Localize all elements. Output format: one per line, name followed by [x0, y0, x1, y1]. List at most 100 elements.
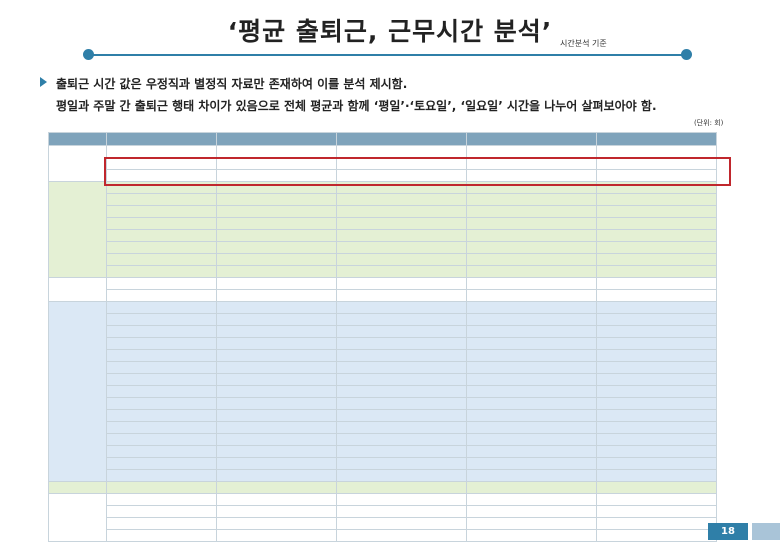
- table-cell: [466, 313, 597, 326]
- table-cell: [466, 301, 597, 314]
- table-cell: [336, 229, 467, 242]
- table-cell: [336, 205, 467, 218]
- table-cell: [336, 277, 467, 290]
- table-cell: [216, 289, 337, 302]
- table-cell: [216, 481, 337, 494]
- table-cell: [336, 433, 467, 446]
- table-row: [49, 517, 717, 530]
- divider-right-dot: [681, 49, 692, 60]
- table-row: [48, 301, 717, 482]
- table-cell: [466, 229, 597, 242]
- table-cell: [216, 253, 337, 266]
- table-cell: [106, 229, 217, 242]
- table-cell: [216, 349, 337, 362]
- table-group-label: [48, 145, 107, 182]
- table-header-row: [48, 132, 717, 146]
- table-cell: [216, 409, 337, 422]
- page-number: 18: [708, 523, 748, 540]
- table-cell: [336, 193, 467, 206]
- table-cell: [216, 505, 337, 518]
- table-cell: [216, 229, 337, 242]
- table-row: [49, 385, 717, 398]
- table-cell: [336, 253, 467, 266]
- table-cell: [106, 241, 217, 254]
- table-cell: [106, 493, 217, 506]
- table-cell: [106, 337, 217, 350]
- table-cell: [336, 361, 467, 374]
- table-cell: [596, 481, 717, 494]
- table-row: [49, 205, 717, 218]
- table-group-label: [48, 277, 107, 302]
- table-header-cell: [596, 132, 717, 146]
- table-cell: [466, 361, 597, 374]
- table-cell: [596, 253, 717, 266]
- table-cell: [596, 373, 717, 386]
- table-row: [48, 277, 717, 302]
- table-cell: [106, 421, 217, 434]
- description-line-2: 평일과 주말 간 출퇴근 행태 차이가 있음으로 전체 평균과 함께 ‘평일’·…: [56, 99, 657, 113]
- table-cell: [216, 457, 337, 470]
- table-row: [49, 445, 717, 458]
- table-cell: [106, 397, 217, 410]
- table-cell: [466, 421, 597, 434]
- table-cell: [596, 229, 717, 242]
- table-cell: [596, 445, 717, 458]
- table-cell: [466, 145, 597, 158]
- table-cell: [106, 349, 217, 362]
- table-cell: [466, 325, 597, 338]
- table-row: [49, 505, 717, 518]
- table-cell: [216, 373, 337, 386]
- table-cell: [106, 517, 217, 530]
- table-cell: [466, 505, 597, 518]
- table-cell: [216, 157, 337, 170]
- table-group-label: [48, 493, 107, 542]
- table-cell: [106, 265, 217, 278]
- table-cell: [106, 301, 217, 314]
- table-cell: [106, 205, 217, 218]
- table-cell: [466, 217, 597, 230]
- table-cell: [596, 277, 717, 290]
- table-cell: [596, 265, 717, 278]
- table-header-cell: [216, 132, 337, 146]
- table-cell: [596, 349, 717, 362]
- table-cell: [466, 349, 597, 362]
- table-cell: [596, 193, 717, 206]
- table-cell: [106, 373, 217, 386]
- table-cell: [336, 481, 467, 494]
- table-cell: [336, 529, 467, 542]
- table-group-label: [48, 181, 107, 278]
- table-cell: [336, 505, 467, 518]
- table-cell: [596, 205, 717, 218]
- table-cell: [466, 469, 597, 482]
- table-cell: [466, 385, 597, 398]
- table-cell: [216, 385, 337, 398]
- table-cell: [106, 253, 217, 266]
- table-cell: [466, 169, 597, 182]
- page-title-wrap: ‘평균 출퇴근, 근무시간 분석’: [0, 12, 780, 48]
- table-cell: [336, 421, 467, 434]
- table-row: [49, 265, 717, 278]
- table-cell: [216, 469, 337, 482]
- table-cell: [466, 265, 597, 278]
- table-cell: [466, 241, 597, 254]
- table-row: [49, 529, 717, 542]
- table-cell: [466, 457, 597, 470]
- table-row: [49, 325, 717, 338]
- table-cell: [216, 361, 337, 374]
- table-body: [48, 145, 717, 542]
- table-cell: [336, 349, 467, 362]
- table-cell: [336, 457, 467, 470]
- table-cell: [216, 313, 337, 326]
- table-cell: [466, 277, 597, 290]
- table-cell: [596, 301, 717, 314]
- table-cell: [106, 169, 217, 182]
- table-cell: [106, 361, 217, 374]
- table-cell: [336, 313, 467, 326]
- table-cell: [336, 385, 467, 398]
- table-cell: [336, 373, 467, 386]
- table-row: [49, 289, 717, 302]
- table-cell: [596, 385, 717, 398]
- table-row: [48, 493, 717, 542]
- table-cell: [216, 433, 337, 446]
- bullet-arrow-icon: [40, 77, 47, 87]
